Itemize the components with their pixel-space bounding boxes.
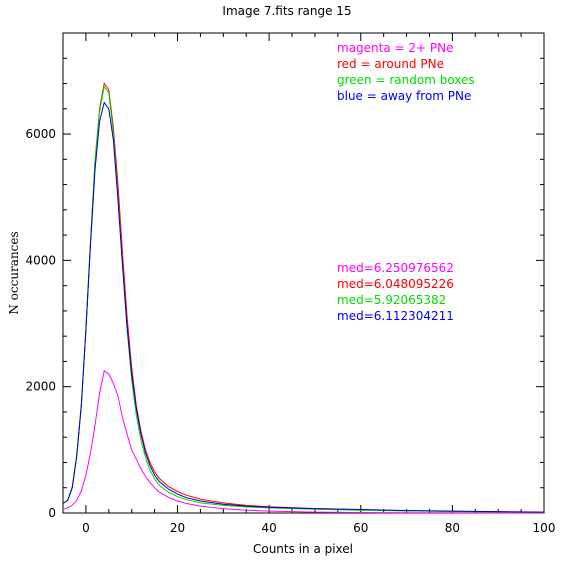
legend-entry: blue = away from PNe <box>337 89 471 103</box>
legend-entry: red = around PNe <box>337 57 444 71</box>
legend: magenta = 2+ PNe red = around PNe green = … <box>337 41 475 103</box>
y-tick-label: 4000 <box>25 253 56 267</box>
x-axis: 0 20 40 60 80 100 <box>82 33 555 535</box>
series-line <box>62 85 545 513</box>
x-axis-label: Counts in a pixel <box>253 542 353 556</box>
y-tick-label: 6000 <box>25 127 56 141</box>
x-tick-label: 0 <box>82 521 90 535</box>
x-tick-label: 80 <box>445 521 460 535</box>
series-line <box>62 82 545 513</box>
y-tick-label: 0 <box>48 506 56 520</box>
median-label: med=6.250976562 <box>337 261 454 275</box>
median-annotations: med=6.250976562 med=6.048095226 med=5.9206… <box>337 261 454 323</box>
y-tick-label: 2000 <box>25 380 56 394</box>
y-axis: 0 2000 4000 6000 <box>25 32 544 520</box>
chart-title: Image 7.fits range 15 <box>222 4 351 18</box>
series-line <box>62 101 545 513</box>
series-line <box>62 370 544 514</box>
median-label: med=6.112304211 <box>337 309 454 323</box>
x-tick-label: 100 <box>533 521 556 535</box>
y-axis-label: N occurances <box>7 231 21 314</box>
series-layer <box>62 82 545 514</box>
x-tick-label: 20 <box>170 521 185 535</box>
x-tick-label: 60 <box>353 521 368 535</box>
x-tick-label: 40 <box>262 521 277 535</box>
legend-entry: magenta = 2+ PNe <box>337 41 454 55</box>
median-label: med=6.048095226 <box>337 277 454 291</box>
plot-frame <box>62 32 545 514</box>
legend-entry: green = random boxes <box>337 73 475 87</box>
median-label: med=5.92065382 <box>337 293 446 307</box>
